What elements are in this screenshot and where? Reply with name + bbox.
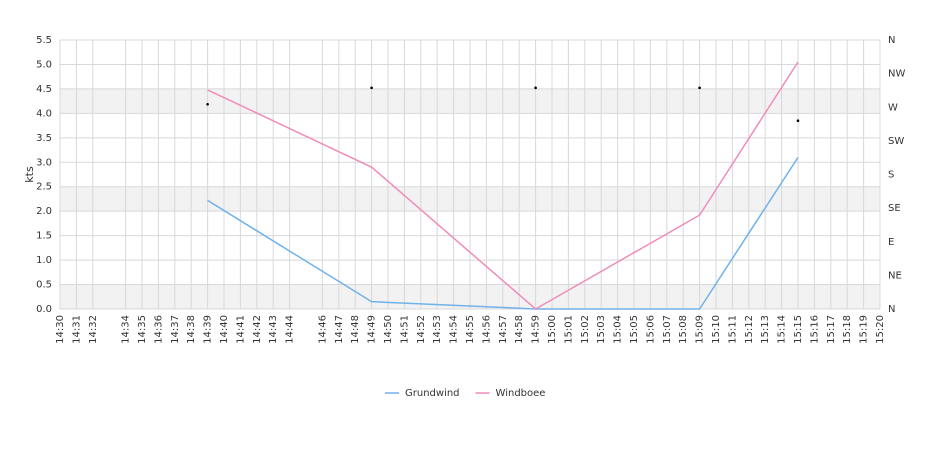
- x-tick-label: 14:52: [416, 315, 427, 344]
- x-tick-label: 14:43: [268, 315, 279, 344]
- y-tick-label: 1.0: [36, 255, 52, 266]
- y-tick-label: 1.5: [36, 231, 52, 242]
- x-tick-label: 15:04: [613, 315, 624, 344]
- x-tick-label: 14:31: [71, 315, 82, 344]
- y-tick-label: 3.0: [36, 157, 52, 168]
- y2-tick-label: S: [888, 170, 894, 181]
- x-tick-label: 15:03: [596, 315, 607, 344]
- x-tick-label: 15:17: [826, 315, 837, 344]
- x-tick-label: 15:14: [777, 315, 788, 344]
- x-tick-label: 14:40: [219, 315, 230, 344]
- y2-tick-label: E: [888, 237, 894, 248]
- y-axis-label: kts: [23, 166, 36, 183]
- x-tick-label: 14:39: [203, 315, 214, 344]
- x-tick-label: 15:01: [563, 315, 574, 344]
- y2-tick-label: N: [888, 304, 895, 315]
- y-tick-label: 0.0: [36, 304, 52, 315]
- y-tick-label: 4.5: [36, 84, 52, 95]
- direction-dot: [370, 86, 373, 90]
- y-tick-label: 2.0: [36, 206, 52, 217]
- legend-label: Grundwind: [405, 388, 460, 399]
- x-tick-label: 15:20: [875, 315, 886, 344]
- x-tick-label: 15:18: [842, 315, 853, 344]
- x-tick-label: 14:53: [432, 315, 443, 344]
- x-tick-label: 15:00: [547, 315, 558, 344]
- x-tick-label: 14:35: [137, 315, 148, 344]
- x-tick-label: 15:16: [809, 315, 820, 344]
- legend-label: Windboee: [496, 388, 546, 399]
- y-tick-label: 0.5: [36, 280, 52, 291]
- x-tick-label: 14:42: [252, 315, 263, 344]
- x-tick-label: 14:56: [481, 315, 492, 344]
- x-tick-label: 14:44: [285, 315, 296, 344]
- x-tick-label: 14:51: [399, 315, 410, 344]
- y2-tick-label: W: [888, 102, 898, 113]
- x-tick-label: 14:38: [186, 315, 197, 344]
- series-line: [207, 61, 799, 310]
- x-tick-label: 14:49: [367, 315, 378, 344]
- x-tick-label: 15:11: [727, 315, 738, 344]
- x-tick-label: 15:10: [711, 315, 722, 344]
- x-tick-label: 15:19: [859, 315, 870, 344]
- y-tick-label: 5.0: [36, 59, 52, 70]
- x-tick-label: 14:46: [317, 315, 328, 344]
- x-tick-label: 14:58: [514, 315, 525, 344]
- x-tick-label: 15:13: [760, 315, 771, 344]
- x-tick-label: 14:59: [531, 315, 542, 344]
- direction-dot: [796, 119, 800, 122]
- direction-dot: [206, 102, 209, 106]
- x-tick-label: 14:48: [350, 315, 361, 344]
- x-tick-label: 14:37: [170, 315, 181, 344]
- x-tick-label: 15:09: [695, 315, 706, 344]
- direction-dot: [534, 86, 537, 90]
- y2-tick-label: N: [888, 35, 895, 46]
- x-tick-label: 15:15: [793, 315, 804, 344]
- x-tick-label: 14:36: [153, 315, 164, 344]
- y-tick-label: 4.0: [36, 108, 52, 119]
- x-tick-label: 15:06: [645, 315, 656, 344]
- x-tick-label: 14:57: [498, 315, 509, 344]
- x-tick-label: 14:41: [235, 315, 246, 344]
- x-tick-label: 14:47: [334, 315, 345, 344]
- x-tick-label: 14:34: [121, 315, 132, 344]
- x-tick-label: 14:54: [449, 315, 460, 344]
- x-tick-label: 15:07: [662, 315, 673, 344]
- y2-tick-label: NE: [888, 270, 902, 281]
- direction-dot: [698, 86, 701, 90]
- x-tick-label: 14:32: [88, 315, 99, 344]
- y-tick-label: 3.5: [36, 133, 52, 144]
- x-tick-label: 15:02: [580, 315, 591, 344]
- y-tick-label: 5.5: [36, 35, 52, 46]
- x-tick-label: 14:50: [383, 315, 394, 344]
- x-tick-label: 15:05: [629, 315, 640, 344]
- y2-tick-label: SW: [888, 136, 904, 147]
- x-tick-label: 15:12: [744, 315, 755, 344]
- x-tick-label: 14:30: [55, 315, 66, 344]
- y2-tick-label: SE: [888, 203, 901, 214]
- x-tick-label: 15:08: [678, 315, 689, 344]
- y-tick-label: 2.5: [36, 182, 52, 193]
- y2-tick-label: NW: [888, 69, 905, 80]
- x-tick-label: 14:55: [465, 315, 476, 344]
